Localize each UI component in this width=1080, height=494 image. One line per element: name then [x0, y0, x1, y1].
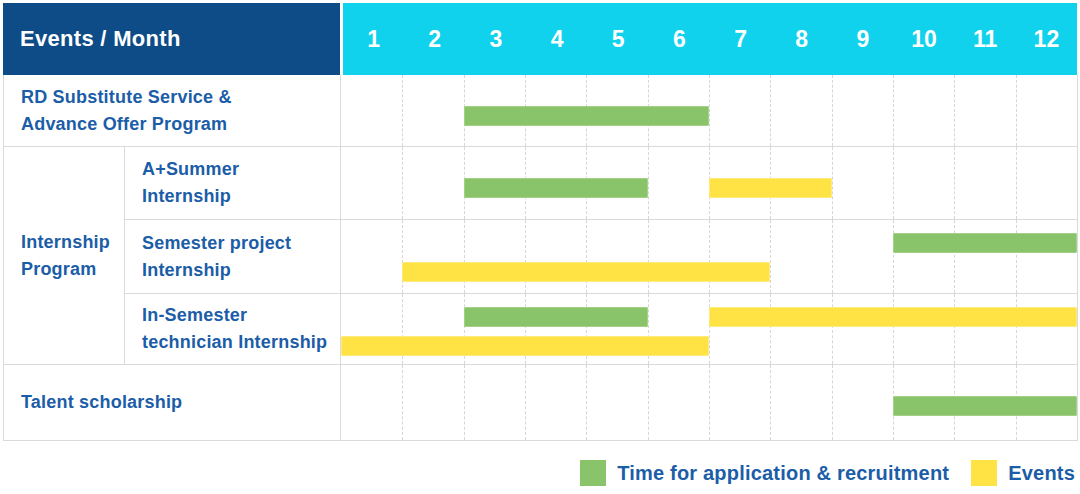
month-gridline	[954, 75, 955, 146]
month-label: 12	[1016, 3, 1077, 75]
month-gridline	[464, 365, 465, 440]
month-gridline	[893, 75, 894, 146]
row-label-in-semester-technician: In-Semester technician Internship	[125, 294, 341, 365]
month-gridline	[525, 365, 526, 440]
legend-item-application: Time for application & recruitment	[580, 460, 949, 486]
month-label: 4	[527, 3, 588, 75]
events-month-header: Events / Month	[3, 3, 340, 75]
month-gridline	[709, 294, 710, 364]
month-gridline	[770, 294, 771, 364]
event-bar	[709, 307, 1077, 327]
month-gridline	[648, 365, 649, 440]
month-gridline	[770, 75, 771, 146]
month-gridline	[893, 147, 894, 219]
application-bar	[464, 307, 648, 327]
month-label: 9	[832, 3, 893, 75]
row-chart-rd-substitute	[341, 75, 1078, 147]
month-gridline	[586, 220, 587, 293]
month-gridline	[1016, 220, 1017, 293]
month-gridline	[832, 365, 833, 440]
month-gridline	[1016, 294, 1017, 364]
row-label-line: Internship	[142, 183, 340, 210]
legend-label-application: Time for application & recruitment	[617, 462, 949, 485]
event-bar	[709, 178, 832, 198]
month-gridline	[648, 147, 649, 219]
month-axis: 123456789101112	[343, 3, 1077, 75]
month-gridline	[1016, 147, 1017, 219]
month-label: 7	[710, 3, 771, 75]
month-gridline	[648, 220, 649, 293]
gantt-chart: Events / Month 123456789101112 RD Substi…	[3, 3, 1077, 441]
month-label: 3	[465, 3, 526, 75]
month-label: 11	[955, 3, 1016, 75]
group-label-internship-program: Internship Program	[4, 147, 125, 365]
month-label: 2	[404, 3, 465, 75]
row-label-line: In-Semester	[142, 302, 340, 329]
month-gridline	[832, 294, 833, 364]
legend: Time for application & recruitment Event…	[580, 458, 1075, 488]
month-label: 10	[894, 3, 955, 75]
row-chart-a-plus-summer	[341, 147, 1078, 220]
month-label: 1	[343, 3, 404, 75]
month-gridline	[709, 75, 710, 146]
group-label-line: Program	[21, 256, 124, 283]
header-row: Events / Month 123456789101112	[3, 3, 1077, 75]
event-bar	[402, 262, 770, 282]
row-label-line: Advance Offer Program	[21, 111, 340, 138]
application-bar	[893, 396, 1077, 416]
application-bar	[464, 106, 709, 126]
legend-item-events: Events	[971, 460, 1075, 486]
month-gridline	[954, 220, 955, 293]
row-label-line: RD Substitute Service &	[21, 84, 340, 111]
month-gridline	[402, 220, 403, 293]
event-color-swatch	[971, 460, 997, 486]
month-label: 8	[771, 3, 832, 75]
month-gridline	[770, 365, 771, 440]
month-gridline	[709, 220, 710, 293]
gantt-body: RD Substitute Service & Advance Offer Pr…	[3, 75, 1077, 441]
month-gridline	[954, 147, 955, 219]
legend-label-events: Events	[1008, 462, 1075, 485]
month-gridline	[954, 294, 955, 364]
row-label-line: Semester project	[142, 230, 340, 257]
month-gridline	[525, 220, 526, 293]
month-gridline	[770, 220, 771, 293]
month-gridline	[586, 365, 587, 440]
month-gridline	[893, 294, 894, 364]
month-gridline	[402, 147, 403, 219]
row-chart-in-semester-technician	[341, 294, 1078, 365]
row-label-line: Internship	[142, 257, 340, 284]
row-label-semester-project: Semester project Internship	[125, 220, 341, 294]
month-gridline	[1016, 75, 1017, 146]
row-label-line: technician Internship	[142, 329, 340, 356]
application-bar	[893, 233, 1077, 253]
application-bar	[464, 178, 648, 198]
row-chart-semester-project	[341, 220, 1078, 294]
month-gridline	[402, 75, 403, 146]
group-label-line: Internship	[21, 229, 124, 256]
row-label-talent-scholarship: Talent scholarship	[4, 365, 341, 441]
month-label: 6	[649, 3, 710, 75]
row-label-line: Talent scholarship	[21, 389, 340, 416]
month-gridline	[709, 365, 710, 440]
row-label-rd-substitute: RD Substitute Service & Advance Offer Pr…	[4, 75, 341, 147]
month-gridline	[893, 220, 894, 293]
month-gridline	[832, 220, 833, 293]
month-gridline	[832, 75, 833, 146]
month-gridline	[402, 365, 403, 440]
row-chart-talent-scholarship	[341, 365, 1078, 441]
row-label-a-plus-summer: A+Summer Internship	[125, 147, 341, 220]
row-label-line: A+Summer	[142, 156, 340, 183]
event-bar	[341, 336, 709, 356]
month-label: 5	[588, 3, 649, 75]
month-gridline	[464, 220, 465, 293]
month-gridline	[832, 147, 833, 219]
application-color-swatch	[580, 460, 606, 486]
